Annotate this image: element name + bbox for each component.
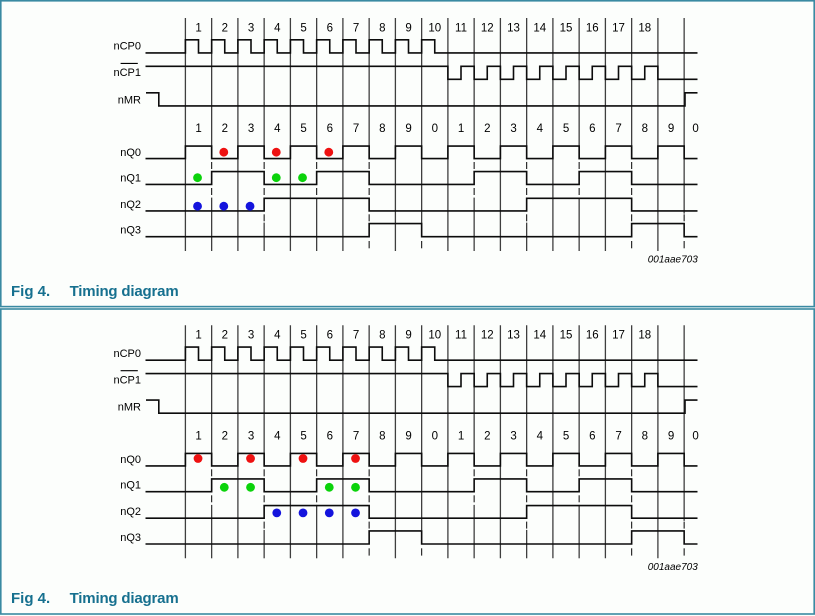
svg-text:4: 4 (274, 430, 281, 442)
svg-text:7: 7 (353, 330, 359, 342)
svg-text:13: 13 (507, 330, 520, 342)
svg-text:1: 1 (195, 22, 201, 34)
svg-text:12: 12 (481, 330, 494, 342)
svg-text:6: 6 (327, 330, 333, 342)
svg-text:Timing diagram: Timing diagram (70, 590, 179, 607)
svg-text:nQ2: nQ2 (120, 199, 141, 211)
svg-text:1: 1 (458, 430, 464, 442)
svg-text:4: 4 (537, 430, 544, 442)
svg-text:Timing diagram: Timing diagram (70, 283, 179, 300)
svg-text:4: 4 (274, 330, 281, 342)
svg-text:5: 5 (300, 22, 306, 34)
svg-text:4: 4 (274, 22, 281, 34)
svg-text:3: 3 (248, 430, 254, 442)
svg-text:3: 3 (248, 330, 254, 342)
svg-text:6: 6 (327, 430, 333, 442)
svg-text:nQ0: nQ0 (120, 147, 141, 159)
svg-text:3: 3 (248, 22, 254, 34)
svg-text:13: 13 (507, 22, 520, 34)
svg-text:1: 1 (195, 430, 201, 442)
svg-text:4: 4 (274, 123, 281, 135)
svg-text:8: 8 (642, 123, 648, 135)
svg-text:18: 18 (638, 22, 651, 34)
svg-text:6: 6 (327, 123, 333, 135)
svg-text:11: 11 (455, 330, 467, 342)
svg-text:15: 15 (560, 22, 573, 34)
svg-text:nMR: nMR (118, 402, 141, 414)
svg-text:11: 11 (455, 22, 467, 34)
svg-text:17: 17 (612, 330, 625, 342)
svg-text:12: 12 (481, 22, 494, 34)
svg-text:6: 6 (589, 123, 595, 135)
svg-text:1: 1 (195, 330, 201, 342)
svg-text:nMR: nMR (118, 94, 141, 106)
svg-text:5: 5 (300, 430, 306, 442)
svg-text:9: 9 (405, 430, 411, 442)
svg-text:nCP1: nCP1 (113, 67, 141, 79)
svg-text:6: 6 (327, 22, 333, 34)
svg-text:0: 0 (692, 430, 698, 442)
svg-text:16: 16 (586, 22, 599, 34)
svg-text:9: 9 (405, 330, 411, 342)
svg-text:7: 7 (353, 430, 359, 442)
svg-text:2: 2 (484, 430, 490, 442)
svg-text:2: 2 (484, 123, 490, 135)
svg-text:nCP0: nCP0 (113, 348, 141, 360)
svg-text:2: 2 (222, 123, 228, 135)
svg-text:nQ2: nQ2 (120, 506, 141, 518)
svg-text:5: 5 (563, 123, 569, 135)
svg-text:9: 9 (668, 430, 674, 442)
svg-text:5: 5 (300, 123, 306, 135)
svg-text:001aae703: 001aae703 (648, 562, 698, 573)
svg-text:14: 14 (533, 330, 546, 342)
svg-text:9: 9 (668, 123, 674, 135)
svg-text:7: 7 (615, 430, 621, 442)
svg-text:nCP0: nCP0 (113, 41, 141, 53)
svg-text:0: 0 (692, 123, 698, 135)
svg-text:16: 16 (586, 330, 599, 342)
svg-text:Fig 4.: Fig 4. (11, 283, 50, 300)
svg-text:5: 5 (300, 330, 306, 342)
svg-text:17: 17 (612, 22, 625, 34)
svg-text:0: 0 (432, 123, 438, 135)
svg-text:7: 7 (353, 123, 359, 135)
svg-text:3: 3 (248, 123, 254, 135)
svg-text:nQ1: nQ1 (120, 480, 141, 492)
svg-text:7: 7 (615, 123, 621, 135)
svg-text:10: 10 (428, 330, 441, 342)
svg-text:1: 1 (458, 123, 464, 135)
svg-text:nQ1: nQ1 (120, 172, 141, 184)
svg-text:15: 15 (560, 330, 573, 342)
svg-text:8: 8 (642, 430, 648, 442)
svg-text:8: 8 (379, 123, 385, 135)
svg-text:6: 6 (589, 430, 595, 442)
svg-text:nQ3: nQ3 (120, 225, 141, 237)
svg-text:3: 3 (510, 123, 516, 135)
svg-text:2: 2 (222, 330, 228, 342)
svg-text:18: 18 (638, 330, 651, 342)
svg-text:4: 4 (537, 123, 544, 135)
svg-text:nCP1: nCP1 (113, 374, 141, 386)
svg-text:9: 9 (405, 22, 411, 34)
svg-text:Fig 4.: Fig 4. (11, 590, 50, 607)
svg-text:3: 3 (510, 430, 516, 442)
svg-text:8: 8 (379, 22, 385, 34)
svg-text:0: 0 (432, 430, 438, 442)
svg-text:14: 14 (533, 22, 546, 34)
svg-text:5: 5 (563, 430, 569, 442)
svg-text:8: 8 (379, 330, 385, 342)
svg-text:2: 2 (222, 22, 228, 34)
svg-text:nQ3: nQ3 (120, 532, 141, 544)
svg-text:9: 9 (405, 123, 411, 135)
svg-text:10: 10 (428, 22, 441, 34)
svg-text:8: 8 (379, 430, 385, 442)
svg-text:001aae703: 001aae703 (648, 255, 698, 266)
svg-text:2: 2 (222, 430, 228, 442)
svg-text:1: 1 (195, 123, 201, 135)
svg-text:nQ0: nQ0 (120, 454, 141, 466)
svg-text:7: 7 (353, 22, 359, 34)
